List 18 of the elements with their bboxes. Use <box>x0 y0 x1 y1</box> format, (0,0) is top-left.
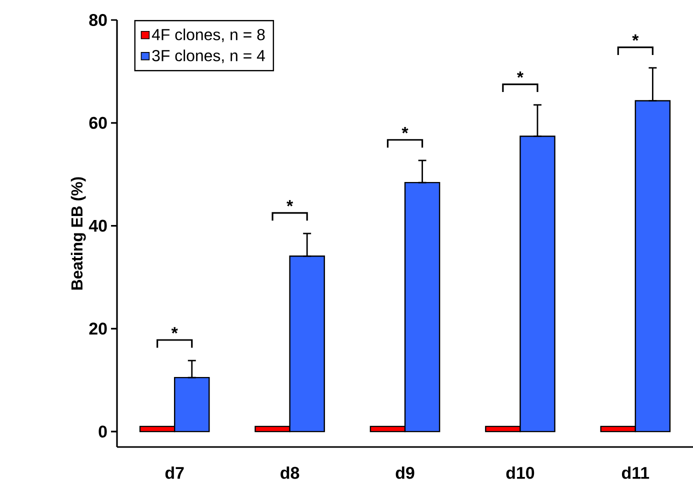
y-tick-label: 60 <box>89 116 107 129</box>
y-tick-label: 80 <box>89 14 107 26</box>
y-axis-title: Beating EB (%) <box>70 177 86 290</box>
x-tick-label: d8 <box>280 466 300 479</box>
annotation: * <box>632 34 639 41</box>
y-tick-label: 20 <box>89 322 107 335</box>
x-tick-label: d10 <box>506 466 534 479</box>
x-tick-label: d9 <box>396 466 414 479</box>
y-tick-label: 0 <box>98 426 107 438</box>
annotation: * <box>516 71 524 78</box>
legend-label: 3F clones, n = 4 <box>152 50 265 64</box>
annotation: * <box>171 327 178 334</box>
annotation: * <box>402 127 408 134</box>
x-tick-label: d11 <box>622 466 650 479</box>
x-tick-label: d7 <box>165 466 184 479</box>
y-tick-label: 40 <box>88 220 107 232</box>
legend-label: 4F clones, n = 8 <box>152 28 265 42</box>
annotation: * <box>286 200 294 206</box>
